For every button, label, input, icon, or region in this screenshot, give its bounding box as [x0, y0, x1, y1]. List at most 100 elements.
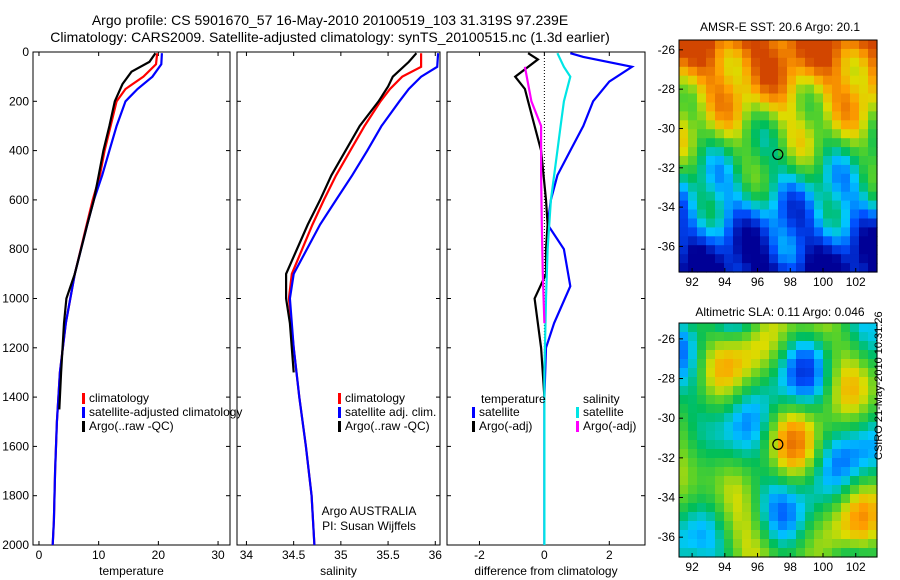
- heatmap-cell: [850, 458, 860, 468]
- heatmap-cell: [805, 218, 815, 228]
- heatmap-cell: [805, 368, 815, 378]
- heatmap-cell: [706, 75, 716, 86]
- heatmap-cell: [796, 458, 806, 468]
- heatmap-cell: [769, 530, 779, 540]
- heatmap-cell: [697, 359, 707, 369]
- heatmap-cell: [796, 539, 806, 549]
- heatmap-cell: [769, 449, 779, 459]
- heatmap-cell: [805, 377, 815, 387]
- heatmap-cell: [715, 377, 725, 387]
- heatmap-cell: [751, 467, 761, 477]
- heatmap-cell: [823, 494, 833, 504]
- heatmap-cell: [724, 449, 734, 459]
- heatmap-cell: [769, 323, 779, 333]
- heatmap-cell: [679, 440, 689, 450]
- heatmap-cell: [850, 431, 860, 441]
- heatmap-cell: [832, 111, 842, 121]
- heatmap-cell: [733, 200, 743, 211]
- heatmap-cell: [760, 57, 770, 68]
- heatmap-cell: [733, 66, 743, 77]
- heatmap-cell: [787, 138, 797, 148]
- heatmap-cell: [814, 440, 824, 450]
- heatmap-cell: [805, 503, 815, 513]
- y-tick-label: -28: [658, 372, 676, 386]
- heatmap-cell: [742, 386, 752, 396]
- heatmap-cell: [733, 120, 743, 130]
- heatmap-cell: [823, 350, 833, 360]
- heatmap-cell: [688, 129, 698, 139]
- heatmap-cell: [823, 138, 833, 148]
- heatmap-cell: [778, 548, 788, 558]
- heatmap-cell: [697, 386, 707, 396]
- heatmap-cell: [742, 84, 752, 95]
- y-tick-label: -34: [658, 491, 676, 505]
- heatmap-cell: [688, 173, 698, 184]
- heatmap-cell: [850, 395, 860, 405]
- heatmap-cell: [814, 263, 824, 273]
- heatmap-cell: [688, 359, 698, 369]
- heatmap-cell: [742, 93, 752, 103]
- heatmap-cell: [679, 323, 689, 333]
- heatmap-cell: [832, 173, 842, 184]
- heatmap-cell: [769, 138, 779, 148]
- heatmap-cell: [688, 458, 698, 468]
- heatmap-cell: [850, 467, 860, 477]
- heatmap-cell: [787, 263, 797, 273]
- heatmap-cell: [823, 93, 833, 103]
- heatmap-cell: [823, 191, 833, 202]
- heatmap-cell: [841, 530, 851, 540]
- heatmap-cell: [751, 449, 761, 459]
- heatmap-cell: [688, 156, 698, 166]
- heatmap-cell: [841, 182, 851, 193]
- heatmap-cell: [787, 227, 797, 237]
- heatmap-cell: [733, 395, 743, 405]
- heatmap-cell: [850, 413, 860, 423]
- heatmap-cell: [814, 209, 824, 219]
- heatmap-cell: [832, 147, 842, 157]
- heatmap-cell: [859, 323, 869, 333]
- heatmap-cell: [823, 440, 833, 450]
- heatmap-cell: [760, 377, 770, 387]
- heatmap-cell: [868, 57, 878, 68]
- legend-label: satellite: [583, 405, 624, 419]
- heatmap-cell: [688, 539, 698, 549]
- heatmap-cell: [859, 218, 869, 228]
- heatmap-cell: [742, 323, 752, 333]
- heatmap-cell: [706, 138, 716, 148]
- heatmap-cell: [805, 138, 815, 148]
- heatmap-cell: [823, 164, 833, 175]
- heatmap-cell: [751, 359, 761, 369]
- heatmap-cell: [706, 332, 716, 342]
- heatmap-cell: [796, 530, 806, 540]
- legend-label: climatology: [345, 391, 405, 405]
- heatmap-cell: [814, 84, 824, 95]
- heatmap-cell: [724, 254, 734, 264]
- heatmap-cell: [859, 200, 869, 211]
- heatmap-cell: [823, 209, 833, 219]
- heatmap-cell: [823, 422, 833, 432]
- heatmap-cell: [778, 404, 788, 414]
- heatmap-cell: [868, 138, 878, 148]
- heatmap-cell: [868, 75, 878, 86]
- heatmap-cell: [823, 413, 833, 423]
- heatmap-cell: [850, 66, 860, 77]
- heatmap-cell: [760, 227, 770, 237]
- legend-swatch: [338, 393, 341, 404]
- heatmap-cell: [796, 467, 806, 477]
- heatmap-cell: [814, 512, 824, 522]
- legend-label: Argo(..raw -QC): [89, 419, 174, 433]
- heatmap-cell: [715, 359, 725, 369]
- heatmap-cell: [841, 254, 851, 264]
- heatmap-cell: [778, 66, 788, 77]
- heatmap-cell: [796, 182, 806, 193]
- heatmap-cell: [706, 494, 716, 504]
- heatmap-cell: [832, 395, 842, 405]
- y-tick-label: 1600: [2, 439, 29, 453]
- heatmap-cell: [697, 93, 707, 103]
- heatmap-cell: [760, 440, 770, 450]
- heatmap-cell: [769, 359, 779, 369]
- heatmap-cell: [733, 359, 743, 369]
- heatmap-cell: [805, 341, 815, 351]
- x-tick-label: 94: [718, 560, 732, 574]
- heatmap-cell: [859, 548, 869, 558]
